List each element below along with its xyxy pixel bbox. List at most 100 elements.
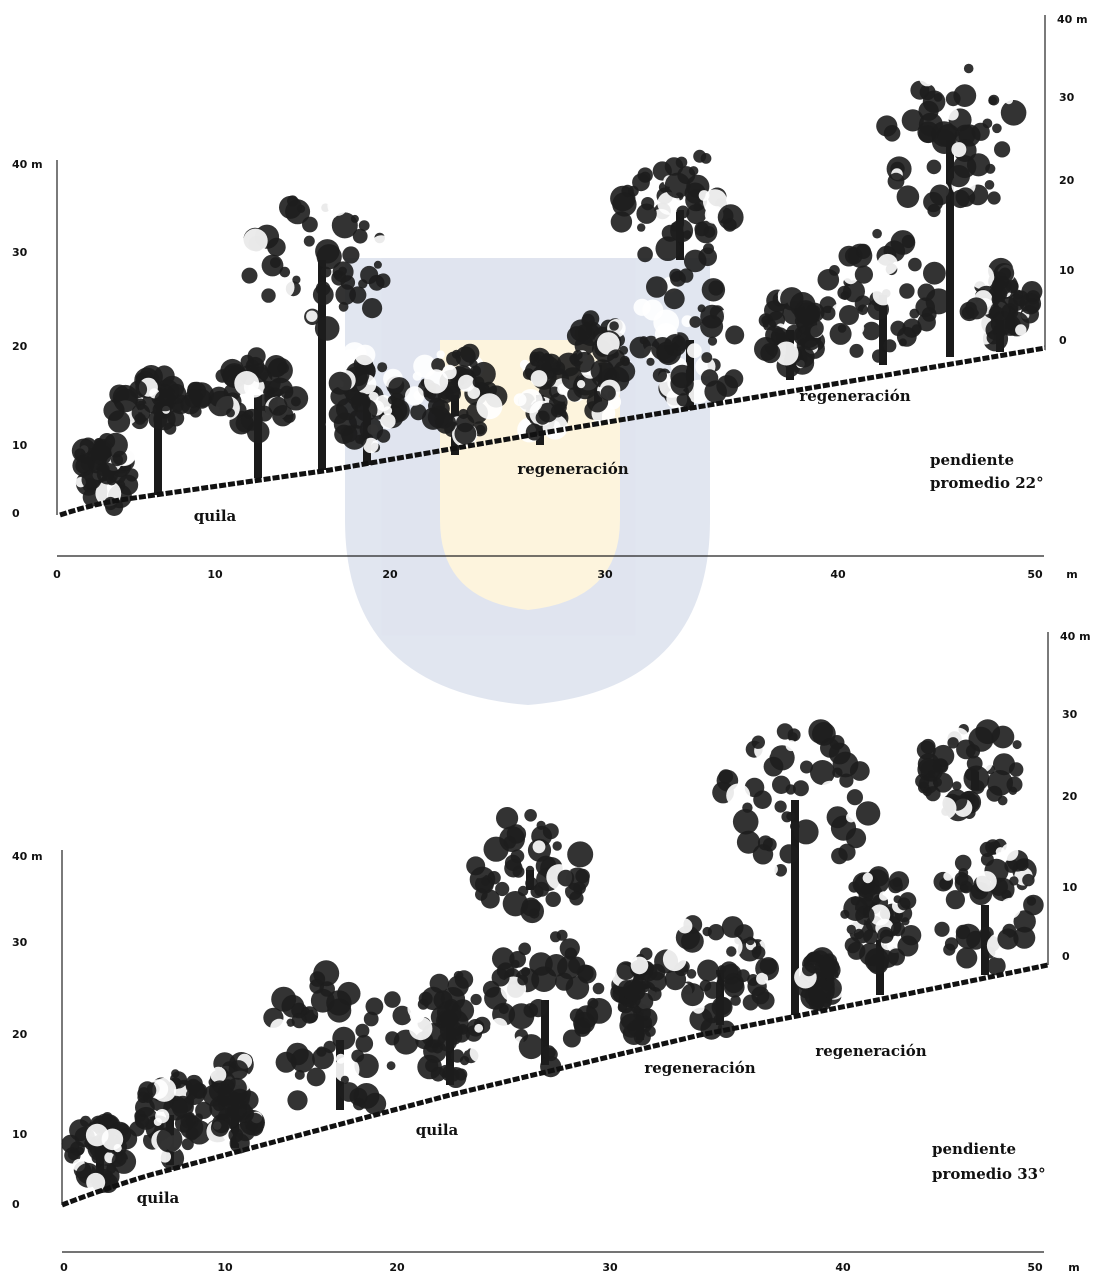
right-tick-label: 20: [1059, 174, 1075, 187]
tree-foliage: [339, 1082, 359, 1102]
tree-foliage: [877, 926, 894, 944]
tree-foliage: [102, 1112, 113, 1123]
tree-foliage: [752, 844, 774, 865]
tree-foliage: [896, 185, 920, 208]
tree-foliage: [800, 760, 813, 774]
tree-foliage: [901, 234, 915, 249]
tree-foliage: [700, 304, 724, 329]
tree-foliage: [358, 220, 370, 232]
tree-foliage: [1008, 786, 1018, 795]
tree-foliage: [846, 789, 864, 806]
tree-foliage: [386, 1061, 396, 1071]
tree-foliage: [279, 195, 302, 219]
tree-foliage: [890, 922, 906, 937]
tree-foliage: [892, 877, 903, 887]
tree-foliage: [956, 947, 978, 969]
tree-foliage: [647, 987, 662, 1001]
tree-foliage: [934, 921, 950, 937]
tree-trunk: [446, 1025, 454, 1085]
tree-foliage: [991, 294, 1001, 304]
tree-foliage: [756, 972, 769, 985]
tree-foliage: [483, 836, 509, 862]
tree-foliage: [923, 261, 946, 285]
left-tick-label: 20: [12, 1028, 28, 1041]
tree-trunk: [879, 295, 887, 365]
tree-foliage: [837, 324, 847, 333]
right-tick-label: 30: [1059, 91, 1075, 104]
tree-foliage: [776, 723, 794, 740]
tree-foliage: [679, 268, 694, 283]
vegetation-label: regeneración: [815, 1042, 926, 1060]
tree-foliage: [704, 981, 722, 999]
tree-foliage: [683, 230, 692, 240]
tree-foliage: [716, 375, 739, 397]
tree-foliage: [915, 297, 935, 318]
tree-foliage: [380, 413, 396, 429]
tree-foliage: [107, 410, 131, 433]
tree-foliage: [499, 910, 525, 936]
tree-foliage: [454, 970, 474, 989]
tree-foliage: [355, 1034, 374, 1053]
tree-foliage: [340, 1075, 349, 1084]
tree-foliage: [641, 197, 655, 211]
tree-foliage: [862, 321, 881, 341]
tree-foliage: [409, 1016, 433, 1041]
tree-foliage: [947, 737, 959, 749]
tree-foliage: [863, 929, 879, 945]
vegetation-label: regeneración: [517, 460, 628, 478]
tree-foliage: [518, 389, 543, 414]
tree-foliage: [352, 228, 368, 244]
tree-foliage: [774, 864, 787, 877]
tree-foliage: [951, 189, 970, 209]
tree-foliage: [129, 380, 148, 399]
tree-foliage: [275, 1051, 297, 1073]
tree-foliage: [376, 429, 391, 443]
tree-foliage: [883, 125, 901, 142]
left-axis-top-label: 40 m: [12, 158, 43, 171]
tree-foliage: [664, 334, 687, 357]
x-tick-label: 10: [217, 1261, 233, 1273]
tree-foliage: [363, 437, 379, 454]
tree-foliage: [676, 393, 690, 407]
tree-foliage: [887, 172, 905, 190]
tree-foliage: [781, 811, 793, 823]
tree-foliage: [159, 1150, 171, 1163]
tree-foliage: [577, 380, 586, 389]
x-tick-label: 30: [602, 1261, 618, 1273]
tree-foliage: [632, 173, 650, 192]
x-tick-label: 20: [389, 1261, 405, 1273]
tree-foliage: [1013, 910, 1036, 933]
vegetation-label: quila: [194, 507, 237, 525]
vegetation-label: regeneración: [799, 387, 910, 405]
tree-foliage: [947, 165, 971, 188]
tree-foliage: [639, 336, 648, 345]
x-tick-label: 50: [1027, 568, 1043, 581]
tree-foliage: [529, 908, 540, 919]
tree-foliage: [985, 163, 996, 174]
x-tick-label: 10: [207, 568, 223, 581]
tree-foliage: [772, 775, 791, 794]
tree-foliage: [363, 1011, 379, 1027]
tree-foliage: [418, 991, 433, 1006]
tree-foliage: [279, 266, 291, 278]
tree-foliage: [751, 735, 765, 749]
x-axis-unit: m: [1068, 1261, 1079, 1273]
tree-foliage: [779, 844, 799, 864]
tree-foliage: [987, 770, 1013, 796]
tree-foliage: [1001, 843, 1019, 861]
tree-foliage: [655, 236, 681, 261]
tree-foliage: [693, 202, 702, 211]
tree-foliage: [686, 204, 707, 225]
tree-foliage: [925, 786, 941, 802]
tree-foliage: [923, 191, 944, 213]
tree-foliage: [306, 310, 318, 322]
tree-foliage: [653, 309, 680, 336]
tree-foliage: [617, 1002, 628, 1013]
tree-foliage: [362, 298, 383, 319]
tree-foliage: [1015, 324, 1027, 336]
tree-foliage: [316, 244, 342, 270]
tree-foliage: [1000, 100, 1027, 126]
tree-foliage: [785, 740, 797, 752]
tree-foliage: [759, 957, 778, 975]
tree-foliage: [263, 386, 275, 398]
